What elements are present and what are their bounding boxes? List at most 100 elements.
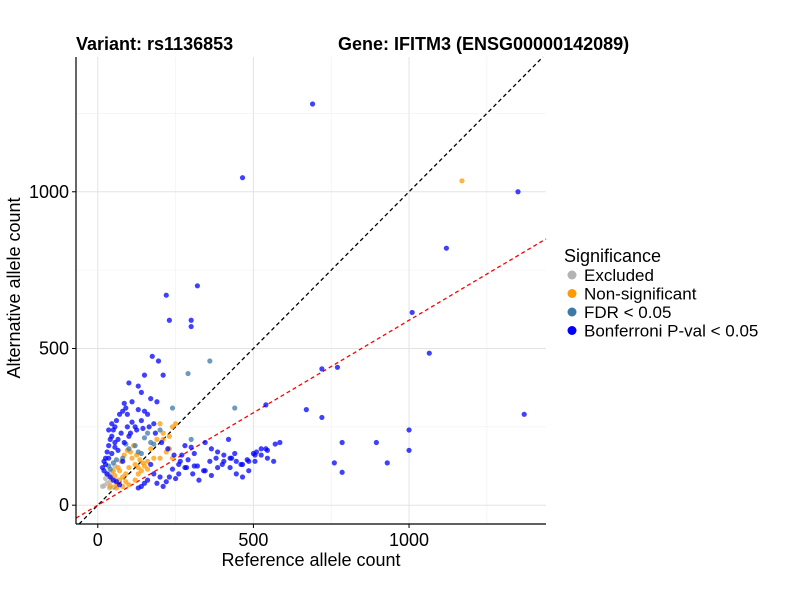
- point-bonferroni-p-val-0-05: [101, 468, 107, 474]
- point-bonferroni-p-val-0-05: [334, 364, 341, 370]
- point-bonferroni-p-val-0-05: [182, 443, 188, 449]
- point-non-significant: [154, 436, 160, 442]
- point-bonferroni-p-val-0-05: [252, 458, 258, 464]
- point-bonferroni-p-val-0-05: [152, 430, 158, 436]
- point-non-significant: [144, 466, 151, 472]
- grid: [76, 57, 546, 524]
- reference-lines: [75, 56, 547, 525]
- point-bonferroni-p-val-0-05: [155, 358, 162, 364]
- point-bonferroni-p-val-0-05: [202, 468, 208, 474]
- point-bonferroni-p-val-0-05: [239, 474, 246, 480]
- point-non-significant: [157, 455, 163, 461]
- point-bonferroni-p-val-0-05: [384, 460, 390, 466]
- point-bonferroni-p-val-0-05: [104, 449, 110, 455]
- point-bonferroni-p-val-0-05: [179, 452, 185, 458]
- point-bonferroni-p-val-0-05: [271, 458, 277, 464]
- legend-label-excluded: Excluded: [584, 266, 654, 285]
- point-bonferroni-p-val-0-05: [157, 474, 163, 480]
- point-bonferroni-p-val-0-05: [227, 464, 233, 471]
- point-bonferroni-p-val-0-05: [215, 464, 221, 471]
- point-bonferroni-p-val-0-05: [246, 468, 252, 474]
- point-bonferroni-p-val-0-05: [252, 452, 258, 458]
- point-bonferroni-p-val-0-05: [107, 436, 113, 442]
- point-bonferroni-p-val-0-05: [188, 317, 194, 323]
- point-bonferroni-p-val-0-05: [141, 408, 148, 414]
- point-bonferroni-p-val-0-05: [443, 245, 449, 251]
- point-bonferroni-p-val-0-05: [188, 323, 194, 330]
- x-axis-title: Reference allele count: [221, 550, 400, 570]
- point-bonferroni-p-val-0-05: [134, 427, 140, 433]
- point-bonferroni-p-val-0-05: [151, 471, 157, 477]
- point-non-significant: [166, 433, 172, 439]
- point-bonferroni-p-val-0-05: [110, 427, 116, 433]
- point-non-significant: [157, 421, 163, 427]
- point-bonferroni-p-val-0-05: [126, 380, 132, 386]
- x-tick-label: 500: [238, 530, 268, 550]
- chart-title-variant: Variant: rs1136853: [76, 34, 233, 54]
- point-bonferroni-p-val-0-05: [173, 475, 179, 482]
- point-bonferroni-p-val-0-05: [233, 458, 239, 464]
- point-bonferroni-p-val-0-05: [124, 424, 130, 430]
- point-non-significant: [116, 468, 123, 474]
- point-bonferroni-p-val-0-05: [227, 455, 233, 461]
- point-bonferroni-p-val-0-05: [148, 396, 154, 402]
- point-bonferroni-p-val-0-05: [129, 399, 135, 405]
- point-bonferroni-p-val-0-05: [113, 417, 120, 424]
- point-bonferroni-p-val-0-05: [151, 421, 157, 427]
- point-bonferroni-p-val-0-05: [160, 372, 166, 378]
- legend-label-non-significant: Non-significant: [584, 285, 697, 304]
- point-bonferroni-p-val-0-05: [272, 441, 278, 447]
- point-bonferroni-p-val-0-05: [188, 444, 194, 450]
- point-bonferroni-p-val-0-05: [264, 447, 271, 453]
- point-non-significant: [132, 477, 138, 483]
- point-bonferroni-p-val-0-05: [115, 447, 121, 453]
- legend-key-fdr-0-05: [567, 307, 577, 317]
- legend-title: Significance: [564, 246, 661, 266]
- point-bonferroni-p-val-0-05: [135, 485, 141, 491]
- point-bonferroni-p-val-0-05: [239, 461, 246, 468]
- point-bonferroni-p-val-0-05: [166, 474, 172, 480]
- point-bonferroni-p-val-0-05: [196, 477, 202, 483]
- point-fdr-0-05: [188, 436, 194, 442]
- point-bonferroni-p-val-0-05: [246, 458, 252, 464]
- point-bonferroni-p-val-0-05: [160, 483, 166, 489]
- point-bonferroni-p-val-0-05: [140, 425, 146, 432]
- point-non-significant: [135, 471, 141, 477]
- point-bonferroni-p-val-0-05: [149, 353, 155, 359]
- reference-line-diagonal: [78, 56, 544, 525]
- point-bonferroni-p-val-0-05: [521, 411, 527, 417]
- point-bonferroni-p-val-0-05: [148, 461, 154, 468]
- y-axis-title: Alternative allele count: [4, 197, 24, 378]
- point-bonferroni-p-val-0-05: [409, 309, 415, 316]
- point-bonferroni-p-val-0-05: [233, 471, 239, 477]
- point-bonferroni-p-val-0-05: [190, 471, 196, 477]
- point-non-significant: [459, 178, 465, 184]
- point-bonferroni-p-val-0-05: [277, 439, 283, 446]
- y-tick-label: 500: [39, 338, 69, 358]
- point-bonferroni-p-val-0-05: [373, 439, 379, 446]
- data-points: [99, 101, 527, 491]
- point-bonferroni-p-val-0-05: [121, 439, 127, 446]
- point-bonferroni-p-val-0-05: [163, 479, 169, 485]
- point-fdr-0-05: [110, 460, 116, 466]
- point-bonferroni-p-val-0-05: [258, 446, 264, 452]
- point-bonferroni-p-val-0-05: [109, 421, 115, 427]
- point-fdr-0-05: [132, 443, 138, 449]
- point-non-significant: [151, 455, 157, 461]
- point-bonferroni-p-val-0-05: [185, 457, 191, 463]
- point-bonferroni-p-val-0-05: [176, 471, 182, 477]
- point-non-significant: [107, 483, 113, 489]
- point-bonferroni-p-val-0-05: [102, 461, 109, 468]
- legend-key-non-significant: [567, 289, 577, 298]
- point-bonferroni-p-val-0-05: [165, 446, 171, 452]
- point-non-significant: [173, 421, 179, 427]
- point-bonferroni-p-val-0-05: [163, 292, 169, 298]
- point-bonferroni-p-val-0-05: [146, 424, 152, 430]
- point-bonferroni-p-val-0-05: [406, 427, 412, 433]
- legend-label-bonferroni-p-val-0-05: Bonferroni P-val < 0.05: [584, 322, 758, 341]
- point-non-significant: [123, 479, 129, 485]
- point-bonferroni-p-val-0-05: [319, 366, 325, 372]
- point-fdr-0-05: [141, 435, 148, 441]
